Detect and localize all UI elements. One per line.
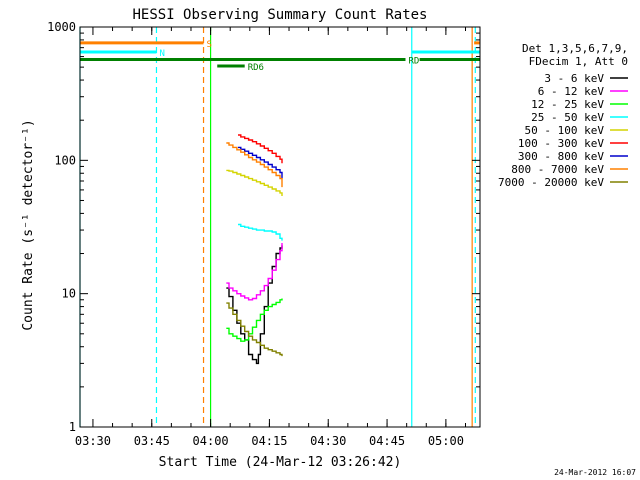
x-tick-label-1: 03:45: [134, 434, 170, 448]
y-axis-label: Count Rate (s⁻¹ detector⁻¹): [21, 119, 36, 330]
x-axis: 03:30 03:45 04:00 04:15 04:30 04:45 05:00: [75, 27, 466, 448]
x-axis-label: Start Time (24-Mar-12 03:26:42): [159, 455, 402, 470]
flag-label-s: S: [207, 40, 212, 50]
plot-area: S N RD RD6: [79, 27, 480, 427]
x-tick-label-6: 05:00: [428, 434, 464, 448]
legend-label-7: 800 - 7000 keV: [511, 163, 604, 176]
series-line-7: [226, 142, 283, 188]
y-axis: 1 10 100 1000: [47, 20, 480, 434]
series-line-1: [226, 243, 283, 301]
series-line-2: [226, 298, 283, 342]
flag-label-rd6: RD6: [248, 63, 264, 73]
x-tick-label-0: 03:30: [75, 434, 111, 448]
legend-label-3: 25 - 50 keV: [531, 111, 604, 124]
x-tick-label-5: 04:45: [369, 434, 405, 448]
series-line-3: [238, 223, 283, 241]
legend-label-2: 12 - 25 keV: [531, 98, 604, 111]
chart-title: HESSI Observing Summary Count Rates: [132, 7, 427, 23]
series-line-5: [238, 134, 283, 164]
x-tick-label-4: 04:30: [310, 434, 346, 448]
y-tick-label-2: 100: [54, 153, 76, 167]
legend-header-0: Det 1,3,5,6,7,9,: [522, 42, 628, 55]
legend-label-0: 3 - 6 keV: [544, 72, 604, 85]
legend-label-6: 300 - 800 keV: [518, 150, 604, 163]
legend-header-1: FDecim 1, Att 0: [529, 55, 628, 68]
x-tick-label-2: 04:00: [193, 434, 229, 448]
series-line-6: [238, 146, 283, 179]
legend-label-4: 50 - 100 keV: [525, 124, 605, 137]
flag-label-rd: RD: [408, 57, 419, 67]
legend-label-5: 100 - 300 keV: [518, 137, 604, 150]
y-tick-label-3: 1000: [47, 20, 76, 34]
series-line-8: [226, 302, 283, 357]
legend-label-8: 7000 - 20000 keV: [498, 176, 604, 189]
y-tick-label-0: 1: [69, 420, 76, 434]
legend: Det 1,3,5,6,7,9,FDecim 1, Att 0 3 - 6 keV…: [498, 42, 628, 189]
series-line-4: [226, 169, 283, 196]
flag-label-n: N: [159, 49, 164, 59]
plot-frame: [79, 26, 481, 428]
y-tick-label-1: 10: [62, 287, 76, 301]
x-tick-label-3: 04:15: [251, 434, 287, 448]
footer-timestamp: 24-Mar-2012 16:07: [554, 468, 636, 477]
legend-label-1: 6 - 12 keV: [538, 85, 605, 98]
